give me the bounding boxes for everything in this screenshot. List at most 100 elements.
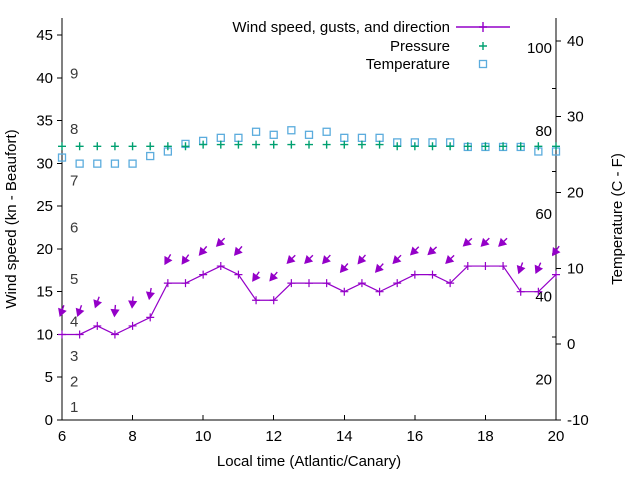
pressure-point xyxy=(234,140,243,149)
wind-direction-arrow xyxy=(145,287,155,301)
wind-direction-arrow xyxy=(164,254,173,266)
wind-direction-arrow xyxy=(392,254,402,265)
wind-direction-arrow xyxy=(534,262,544,274)
y-tick-label-right-temp: 40 xyxy=(567,33,584,50)
wind-direction-arrow xyxy=(304,254,314,265)
temperature-point xyxy=(322,127,331,136)
wind-direction-arrow xyxy=(516,262,526,275)
wind-speed-point xyxy=(499,262,508,271)
wind-direction-arrow xyxy=(480,237,490,247)
temperature-point xyxy=(287,126,296,135)
pressure-point xyxy=(357,140,366,149)
wind-speed-point xyxy=(446,279,455,288)
temperature-point xyxy=(216,133,225,142)
y-tick-label-right-inner: 100 xyxy=(527,40,552,57)
wind-speed-point xyxy=(181,279,190,288)
wind-direction-arrow xyxy=(128,296,138,309)
y-tick-label-left: 15 xyxy=(36,284,53,301)
wind-direction-arrow xyxy=(322,254,331,265)
beaufort-band-label: 8 xyxy=(70,121,78,138)
x-tick-label: 16 xyxy=(407,428,424,445)
wind-direction-arrow xyxy=(58,305,67,317)
pressure-point xyxy=(146,142,155,151)
beaufort-band-label: 3 xyxy=(70,348,78,365)
legend-label: Wind speed, gusts, and direction xyxy=(232,19,450,36)
pressure-point xyxy=(181,142,190,151)
wind-speed-point xyxy=(75,330,84,339)
wind-speed-point xyxy=(287,279,296,288)
wind-speed-point xyxy=(58,330,66,339)
wind-direction-arrow xyxy=(462,237,473,247)
chart-legend: Wind speed, gusts, and direction Pressure… xyxy=(232,19,510,73)
temperature-point xyxy=(75,159,84,168)
series-pressure xyxy=(58,140,560,151)
y-tick-label-left: 5 xyxy=(45,369,53,386)
legend-label: Pressure xyxy=(390,38,450,55)
legend-marker-wind-plus xyxy=(479,22,487,32)
pressure-point xyxy=(410,142,419,151)
series-wind-speed xyxy=(58,262,560,339)
temperature-point xyxy=(375,133,384,142)
pressure-point xyxy=(393,142,402,151)
wind-speed-point xyxy=(216,262,225,271)
wind-direction-arrow xyxy=(409,246,420,256)
pressure-point xyxy=(58,142,66,151)
x-tick-label: 12 xyxy=(265,428,282,445)
pressure-point xyxy=(163,142,172,151)
wind-direction-arrow xyxy=(552,245,561,257)
y-tick-label-left: 25 xyxy=(36,198,53,215)
beaufort-band-label: 5 xyxy=(70,271,78,288)
y-tick-label-right-temp: 0 xyxy=(567,336,575,353)
y-tick-label-left: 10 xyxy=(36,326,53,343)
beaufort-band-label: 9 xyxy=(70,66,78,83)
wind-speed-point xyxy=(375,287,384,296)
pressure-point xyxy=(305,140,313,149)
y-tick-label-right-temp: 10 xyxy=(567,260,584,277)
wind-speed-point xyxy=(128,321,137,330)
pressure-point xyxy=(516,142,525,151)
wind-speed-point xyxy=(234,270,243,279)
temperature-point xyxy=(251,127,261,136)
wind-speed-point xyxy=(252,296,261,305)
x-tick-label: 10 xyxy=(195,428,212,445)
wind-direction-arrow xyxy=(252,271,261,282)
wind-speed-point xyxy=(428,270,437,279)
wind-direction-arrow xyxy=(339,263,349,274)
wind-direction-arrow xyxy=(110,304,120,318)
y-tick-label-right-temp: 20 xyxy=(567,184,584,201)
y-tick-label-right-inner: 20 xyxy=(535,372,552,389)
wind-direction-arrow xyxy=(445,254,455,264)
temperature-point xyxy=(269,130,278,139)
pressure-point xyxy=(287,140,296,149)
pressure-point xyxy=(340,140,349,149)
beaufort-band-label: 2 xyxy=(70,374,78,391)
temperature-point xyxy=(128,159,137,168)
x-tick-label: 8 xyxy=(128,428,136,445)
wind-speed-point xyxy=(269,296,278,305)
beaufort-band-label: 4 xyxy=(70,314,78,331)
beaufort-band-label: 6 xyxy=(70,220,78,237)
pressure-point xyxy=(534,142,543,151)
y-axis-title-right: Temperature (C - F) xyxy=(609,153,626,285)
wind-speed-point xyxy=(463,262,472,271)
y-tick-label-left: 40 xyxy=(36,70,53,87)
wind-speed-point xyxy=(393,279,402,288)
y-tick-label-right-temp: -10 xyxy=(567,412,589,429)
pressure-point xyxy=(75,142,84,151)
beaufort-band-label: 1 xyxy=(70,399,78,416)
pressure-point xyxy=(375,140,384,149)
temperature-point xyxy=(340,133,349,142)
pressure-point xyxy=(269,140,278,149)
y-tick-label-right-temp: 30 xyxy=(567,109,584,126)
wind-speed-point xyxy=(410,270,419,279)
pressure-point xyxy=(93,142,102,151)
pressure-point xyxy=(446,142,455,151)
pressure-point xyxy=(499,142,508,151)
x-tick-label: 14 xyxy=(336,428,353,445)
wind-direction-arrow xyxy=(269,271,279,282)
temperature-point xyxy=(234,133,243,142)
pressure-point xyxy=(481,142,490,151)
pressure-point xyxy=(216,140,225,149)
wind-direction-arrow xyxy=(498,237,508,247)
temperature-point xyxy=(146,151,155,161)
